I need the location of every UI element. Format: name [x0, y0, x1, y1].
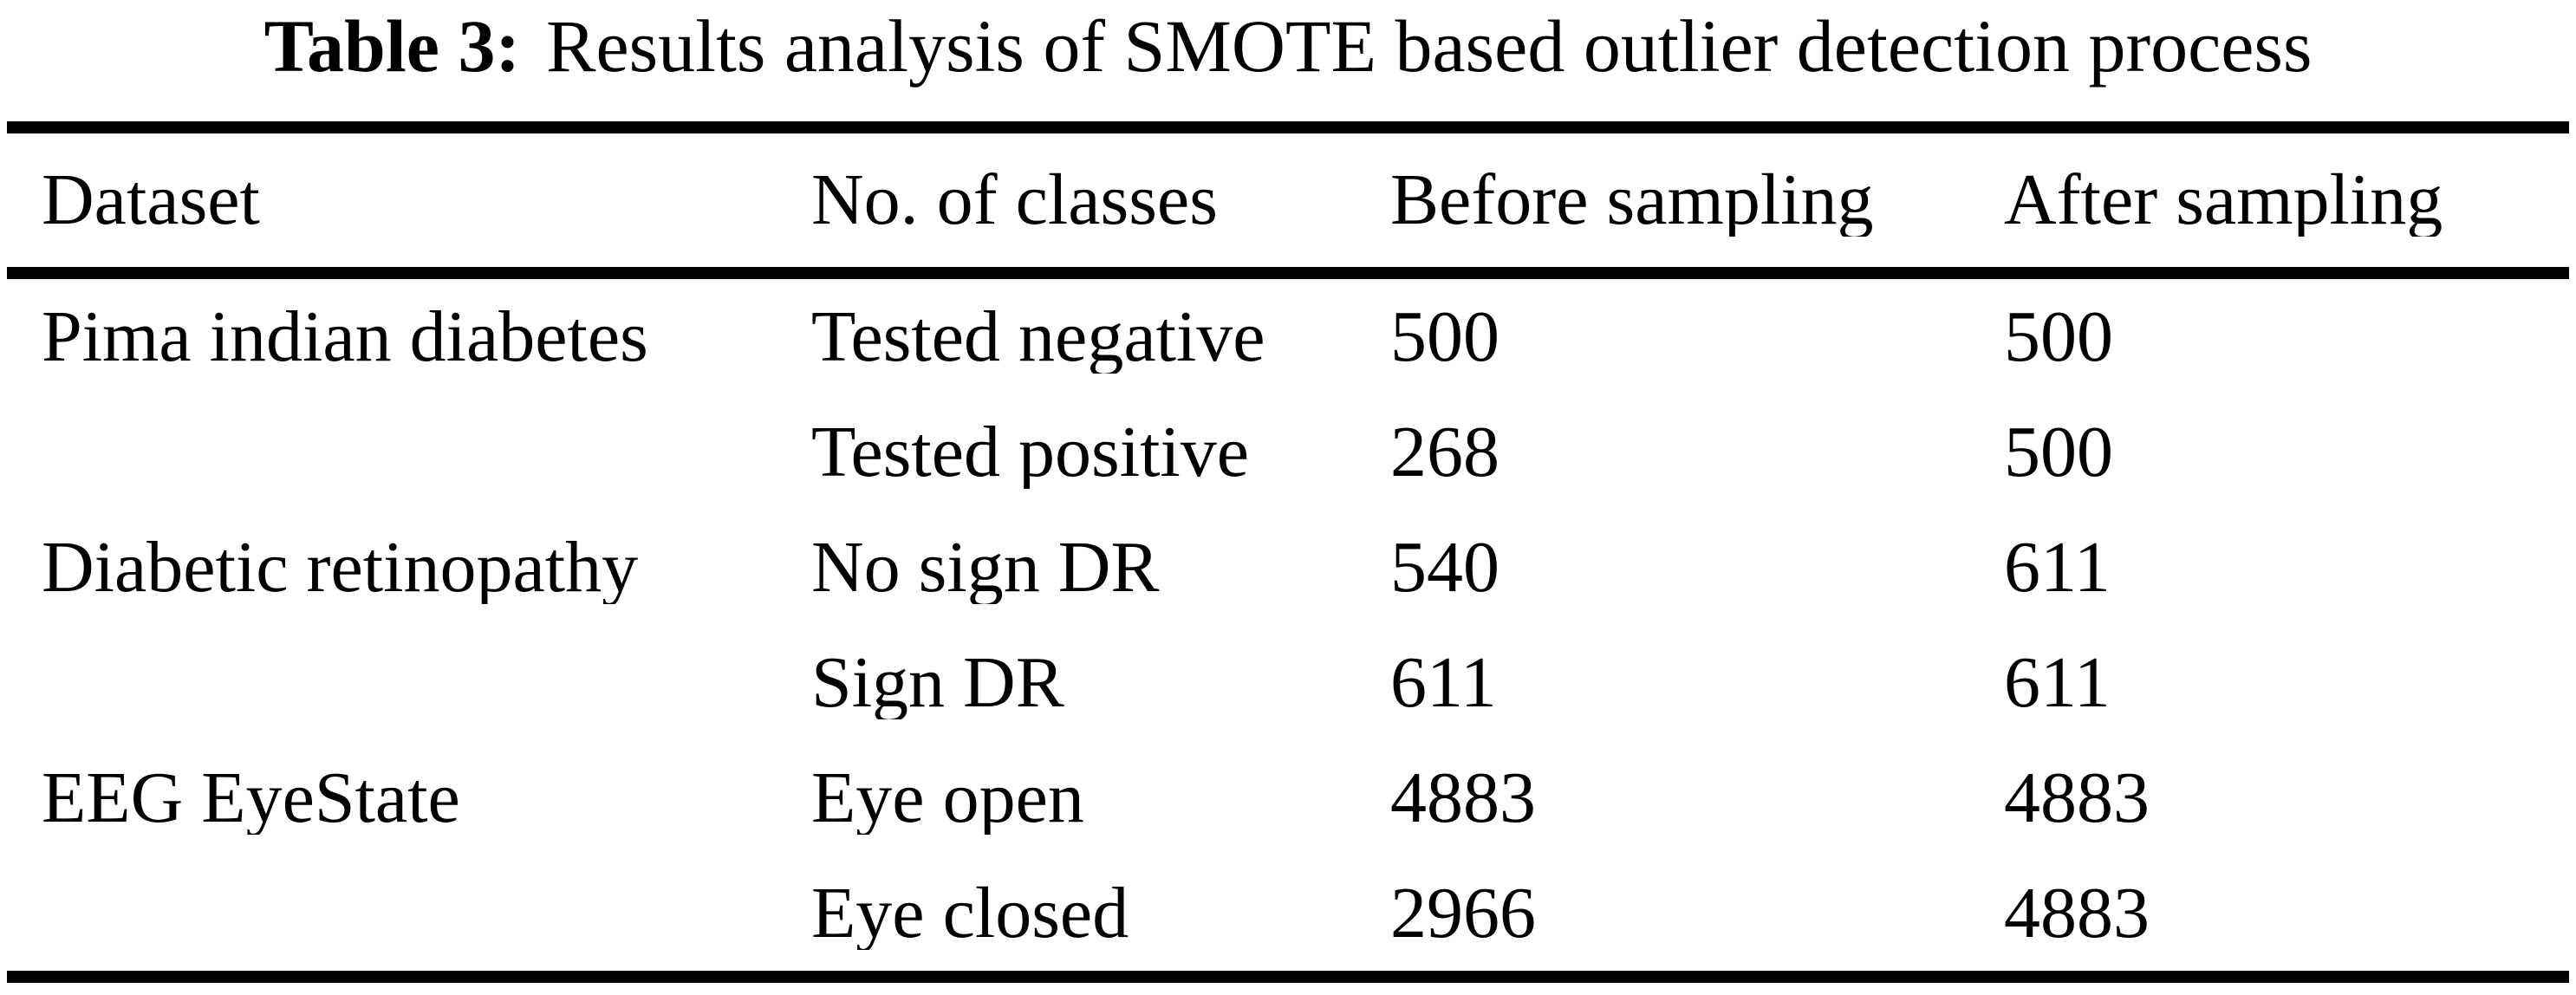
cell-before-sampling: 268 — [1390, 415, 1499, 489]
table-body: Pima indian diabetes Tested negative 500… — [0, 279, 2576, 971]
table-header-rule — [7, 267, 2569, 279]
cell-after-sampling: 611 — [2004, 646, 2111, 719]
cell-after-sampling: 500 — [2004, 300, 2113, 374]
col-header-classes: No. of classes — [811, 164, 1218, 237]
table-caption: Table 3: Results analysis of SMOTE based … — [0, 0, 2576, 121]
table-caption-label: Table 3: — [263, 4, 521, 88]
table-header-row: Dataset No. of classes Before sampling A… — [0, 133, 2576, 267]
cell-class: Tested positive — [811, 415, 1250, 489]
cell-class: Sign DR — [811, 646, 1064, 719]
col-header-after-sampling: After sampling — [2004, 164, 2443, 237]
cell-after-sampling: 4883 — [2004, 876, 2150, 950]
table-top-rule — [7, 121, 2569, 133]
cell-dataset: Diabetic retinopathy — [42, 530, 639, 604]
cell-before-sampling: 2966 — [1390, 876, 1536, 950]
col-header-dataset: Dataset — [42, 164, 260, 237]
cell-dataset: EEG EyeState — [42, 761, 460, 835]
col-header-before-sampling: Before sampling — [1390, 164, 1874, 237]
cell-after-sampling: 4883 — [2004, 761, 2150, 835]
cell-after-sampling: 611 — [2004, 530, 2111, 604]
cell-dataset: Pima indian diabetes — [42, 300, 648, 374]
cell-class: No sign DR — [811, 530, 1160, 604]
table-bottom-rule — [7, 971, 2569, 983]
table-caption-text: Results analysis of SMOTE based outlier … — [546, 4, 2313, 88]
cell-class: Eye closed — [811, 876, 1129, 950]
cell-before-sampling: 611 — [1390, 646, 1497, 719]
cell-after-sampling: 500 — [2004, 415, 2113, 489]
cell-class: Tested negative — [811, 300, 1265, 374]
cell-before-sampling: 540 — [1390, 530, 1499, 604]
cell-class: Eye open — [811, 761, 1084, 835]
cell-before-sampling: 500 — [1390, 300, 1499, 374]
cell-before-sampling: 4883 — [1390, 761, 1536, 835]
